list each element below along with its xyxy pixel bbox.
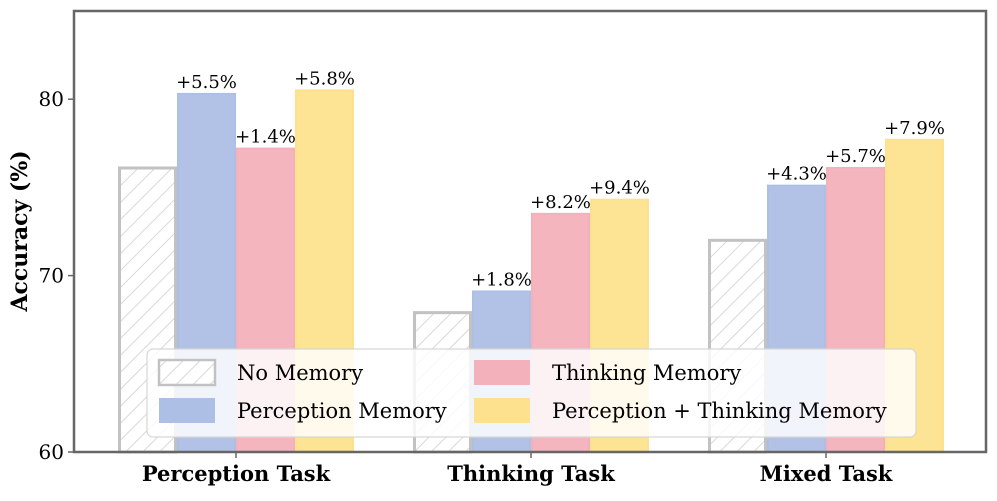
legend-label-perception-thinking-memory: Perception + Thinking Memory <box>552 399 887 423</box>
y-axis-label: Accuracy (%) <box>7 150 33 312</box>
legend-label-perception-memory: Perception Memory <box>237 399 447 423</box>
legend-swatch-perception-thinking-memory <box>474 398 530 423</box>
x-axis: Perception Task Thinking Task Mixed Task <box>142 452 893 486</box>
data-label-perception-thinking-memory-thinking-task: +9.4% <box>589 178 650 199</box>
data-label-perception-memory-mixed-task: +4.3% <box>766 164 827 185</box>
x-tick-label-mixed-task: Mixed Task <box>760 461 893 486</box>
legend-label-thinking-memory: Thinking Memory <box>552 361 741 385</box>
plot-frame <box>72 9 988 454</box>
y-tick-label-60: 60 <box>39 440 64 464</box>
data-label-thinking-memory-mixed-task: +5.7% <box>825 146 886 167</box>
data-label-perception-thinking-memory-perception-task: +5.8% <box>294 68 355 89</box>
y-tick-label-70: 70 <box>39 264 64 288</box>
data-label-thinking-memory-thinking-task: +8.2% <box>530 192 591 213</box>
x-tick-label-perception-task: Perception Task <box>142 461 331 486</box>
legend-swatch-no-memory <box>157 358 217 387</box>
data-label-thinking-memory-perception-task: +1.4% <box>235 127 296 148</box>
data-label-perception-thinking-memory-mixed-task: +7.9% <box>884 118 945 139</box>
y-axis: 60 70 80 <box>39 87 74 464</box>
y-tick-label-80: 80 <box>39 87 64 111</box>
x-tick-label-thinking-task: Thinking Task <box>447 461 615 486</box>
data-label-perception-memory-perception-task: +5.5% <box>176 72 237 93</box>
legend-label-no-memory: No Memory <box>237 361 363 385</box>
legend-box <box>146 348 917 438</box>
legend-swatch-perception-memory <box>159 398 215 423</box>
legend-swatch-thinking-memory <box>474 360 530 385</box>
data-label-perception-memory-thinking-task: +1.8% <box>471 269 532 290</box>
data-labels-layer: +5.5% +1.4% +5.8% +1.8% +8.2%+9.4% +4.3%+5.7%… <box>176 68 945 290</box>
legend: No Memory Perception Memory Thinking Memor… <box>146 348 917 438</box>
